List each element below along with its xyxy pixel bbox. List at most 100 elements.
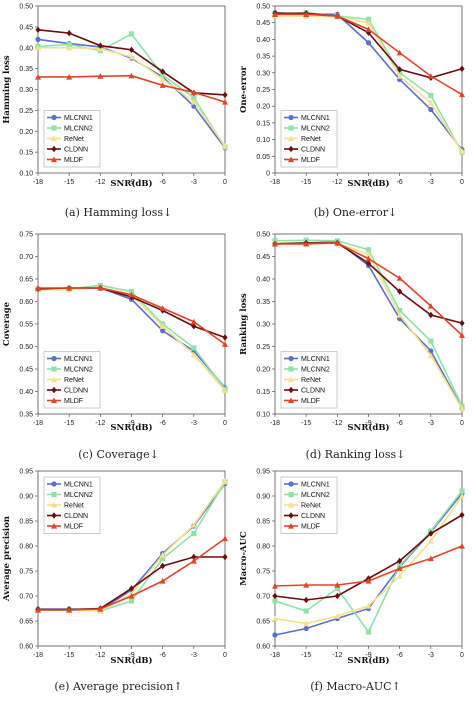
data-point [160, 68, 166, 75]
data-point [222, 553, 228, 561]
data-point [66, 607, 73, 613]
caption-b: (b) One-error↓ [313, 206, 398, 219]
data-point [365, 29, 372, 36]
legend-label: CLDNN [64, 388, 88, 395]
chart-c: 0.35 0.40 0.45 0.50 0.55 0.60 0.65 0.70 0.75 -18 -… [0, 228, 237, 438]
caption-e: (e) Average precision↑ [54, 680, 183, 693]
chart-f: 0.60 0.65 0.70 0.75 0.80 0.85 0.90 0.95 -18 -15 -1… [237, 465, 474, 670]
legend-label: CLDNN [301, 388, 325, 395]
data-point [222, 334, 228, 341]
legend-item: ReNet [284, 502, 321, 510]
legend-item: MLDF [284, 397, 320, 405]
legend-item: MLCNN1 [284, 114, 330, 122]
data-point [334, 13, 341, 19]
series-mldf [272, 240, 465, 338]
x-axis-label: SNR(dB) [110, 422, 152, 433]
y-tick-label: 0.55 [19, 322, 33, 329]
legend-label: MLCNN1 [64, 356, 93, 363]
legend-label: ReNet [301, 136, 321, 143]
legend-label: CLDNN [64, 147, 88, 154]
legend-item: CLDNN [284, 145, 325, 154]
y-axis-label: Macro-AUC [239, 531, 249, 586]
x-tick-label: -15 [301, 420, 311, 427]
y-tick-label: 0.20 [19, 129, 33, 136]
data-point [35, 36, 41, 43]
x-tick-label: -12 [95, 652, 105, 659]
data-point [191, 95, 197, 101]
data-point [396, 49, 403, 56]
data-point [128, 289, 135, 295]
data-point [459, 332, 465, 338]
legend-label: MLDF [301, 398, 320, 405]
legend-label: MLCNN2 [301, 126, 330, 133]
data-point [272, 592, 278, 600]
data-point [365, 629, 372, 635]
data-point [272, 11, 278, 17]
x-tick-label: 0 [223, 652, 227, 659]
data-point [303, 625, 309, 632]
data-point [428, 106, 434, 113]
y-tick-label: 0.25 [256, 87, 270, 94]
data-point [66, 29, 72, 37]
x-tick-label: -18 [33, 179, 43, 186]
legend-marker [51, 376, 57, 383]
series-renet [35, 44, 228, 149]
y-axis-label: Average precision [2, 516, 12, 602]
data-point [128, 598, 135, 604]
data-point [334, 240, 341, 246]
legend: MLCNN1 MLCNN2 ReNet CLDNN MLDF [280, 476, 338, 534]
y-tick-label: 0.30 [256, 322, 270, 329]
data-point [272, 583, 278, 589]
chart-b: 0 0.05 0.10 0.15 0.20 0.25 0.30 0.35 0.40 0.45 0.5… [237, 0, 474, 195]
data-point [303, 596, 309, 604]
y-tick-label: 0.75 [19, 232, 33, 239]
y-tick-label: 0.30 [256, 70, 270, 77]
x-axis-label: SNR(dB) [110, 655, 152, 666]
x-tick-label: -3 [428, 652, 434, 659]
legend-item: ReNet [284, 135, 321, 143]
y-tick-label: 0.35 [256, 299, 270, 306]
y-tick-label: 0.40 [19, 389, 33, 396]
chart-f-svg: 0.60 0.65 0.70 0.75 0.80 0.85 0.90 0.95 -18 -15 -1… [239, 469, 465, 666]
y-tick-label: 0.20 [256, 367, 270, 374]
y-tick-label: 0.15 [19, 150, 33, 157]
legend-marker [288, 512, 294, 519]
y-axis-label: Ranking loss [239, 293, 249, 355]
data-point [427, 303, 434, 309]
series-line [275, 13, 463, 96]
legend-item: MLCNN1 [284, 481, 330, 489]
x-tick-label: -15 [64, 179, 74, 186]
data-point [66, 73, 73, 80]
legend: MLCNN1 MLCNN2 ReNet CLDNN MLDF [43, 351, 101, 409]
legend-label: ReNet [64, 377, 84, 384]
data-point [128, 31, 135, 37]
legend-item: MLCNN2 [284, 491, 330, 499]
x-tick-label: -9 [128, 652, 134, 659]
legend-marker [51, 145, 57, 153]
data-point [128, 72, 135, 79]
legend-label: MLCNN2 [301, 492, 330, 499]
data-point [190, 558, 197, 564]
series-mldf [272, 543, 465, 589]
data-point [272, 598, 278, 604]
legend-marker [288, 481, 294, 487]
data-point [66, 41, 72, 48]
data-point [128, 291, 135, 298]
data-point [459, 488, 465, 494]
chart-a: 0.10 0.15 0.20 0.25 0.30 0.35 0.40 0.45 0.50 -18 -… [0, 0, 237, 195]
y-tick-label: 0.90 [19, 494, 33, 501]
data-point [396, 573, 403, 579]
x-tick-label: -3 [191, 179, 197, 186]
legend-label: MLCNN2 [301, 367, 330, 374]
legend-marker [288, 125, 294, 131]
data-point [365, 247, 372, 253]
y-tick-label: 0.30 [19, 87, 33, 94]
data-point [222, 478, 228, 484]
data-point [190, 351, 197, 358]
data-point [191, 553, 197, 561]
data-point [35, 607, 41, 613]
data-point [365, 603, 372, 609]
legend-label: MLDF [64, 398, 83, 405]
chart-c-svg: 0.35 0.40 0.45 0.50 0.55 0.60 0.65 0.70 0.75 -18 -… [2, 232, 228, 433]
y-tick-label: 0.80 [256, 544, 270, 551]
